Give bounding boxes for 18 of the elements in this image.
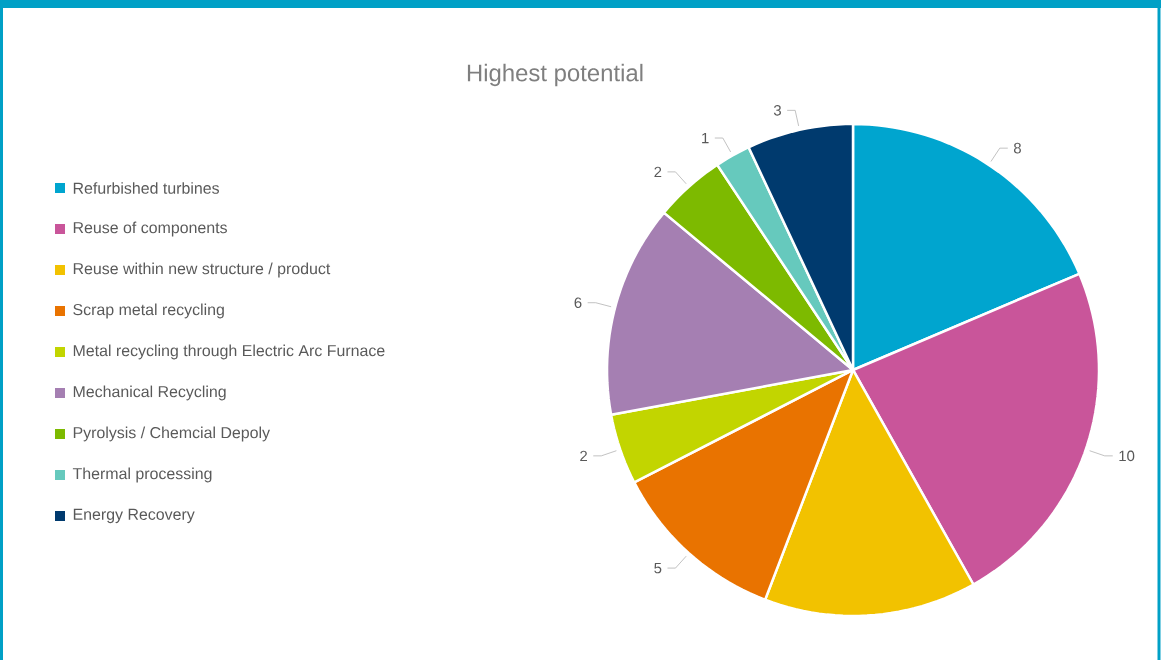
legend-label: Reuse within new structure / product [73, 262, 331, 278]
data-label: 3 [773, 104, 781, 116]
legend-label: Mechanical Recycling [73, 385, 226, 401]
legend-label: Metal recycling through Electric Arc Furnace [73, 344, 385, 360]
chart-title: Highest potential [467, 63, 643, 86]
data-label: 1 [702, 132, 709, 143]
legend-label: Energy Recovery [73, 508, 195, 523]
legend-label: Refurbished turbines [73, 181, 219, 194]
data-label: 10 [1119, 450, 1135, 461]
legend-label: Reuse of components [73, 221, 227, 237]
data-label: 2 [654, 166, 662, 177]
data-label: 2 [580, 450, 587, 461]
legend-label: Thermal processing [72, 467, 212, 483]
data-label: 5 [654, 562, 662, 574]
data-label: 8 [1013, 142, 1021, 154]
data-label: 6 [574, 297, 582, 308]
legend-label: Pyrolysis / Chemcial Depoly [73, 426, 270, 442]
legend-label: Scrap metal recycling [73, 303, 224, 319]
